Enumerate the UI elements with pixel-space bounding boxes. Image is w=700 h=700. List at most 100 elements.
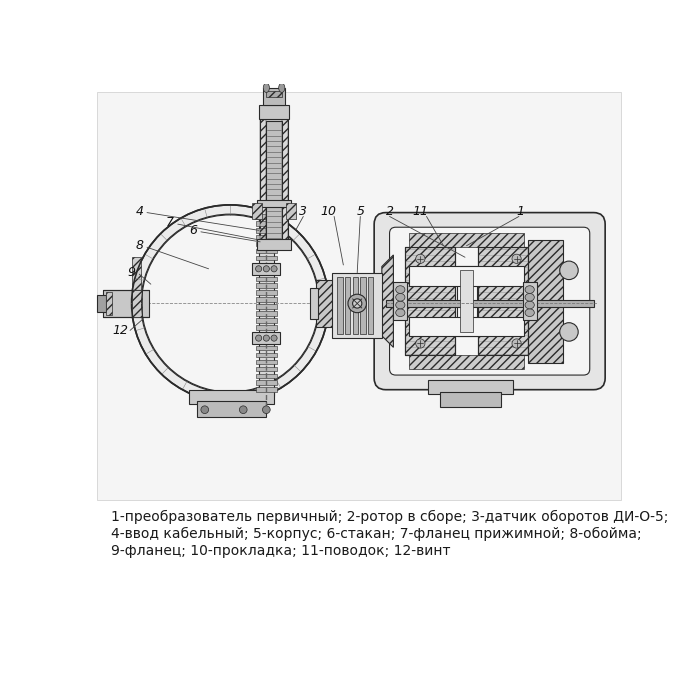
Bar — [260, 118, 266, 246]
Ellipse shape — [353, 299, 362, 308]
Bar — [256, 221, 277, 225]
Ellipse shape — [395, 309, 405, 316]
Bar — [256, 290, 277, 295]
Ellipse shape — [263, 83, 270, 92]
Bar — [257, 199, 291, 207]
Bar — [97, 295, 106, 312]
Bar — [286, 203, 295, 218]
Bar — [405, 247, 455, 355]
Bar — [106, 292, 112, 315]
Text: 11: 11 — [412, 204, 428, 218]
Bar — [256, 235, 277, 239]
Bar — [253, 203, 262, 218]
Bar — [263, 88, 285, 105]
Ellipse shape — [395, 286, 405, 293]
Bar — [409, 233, 524, 247]
Bar — [256, 262, 277, 267]
Bar — [266, 121, 281, 242]
Ellipse shape — [525, 293, 534, 301]
Bar — [256, 311, 277, 316]
Bar — [409, 355, 524, 369]
Text: 4: 4 — [135, 204, 143, 218]
Text: 1-преобразователь первичный; 2-ротор в сборе; 3-датчик оборотов ДИ-О-5;: 1-преобразователь первичный; 2-ротор в с… — [111, 510, 668, 524]
Bar — [189, 390, 274, 403]
Text: 9-фланец; 10-прокладка; 11-поводок; 12-винт: 9-фланец; 10-прокладка; 11-поводок; 12-в… — [111, 545, 450, 559]
Bar — [345, 276, 350, 335]
Ellipse shape — [271, 266, 277, 272]
Bar — [256, 374, 277, 378]
Bar — [386, 300, 594, 307]
Bar — [97, 92, 621, 500]
Bar — [257, 239, 291, 250]
Ellipse shape — [512, 254, 522, 263]
Bar — [256, 270, 277, 274]
Bar — [337, 276, 342, 335]
Polygon shape — [132, 258, 141, 304]
Bar — [256, 325, 277, 330]
Text: 2: 2 — [386, 204, 393, 218]
Polygon shape — [382, 255, 393, 347]
Bar — [457, 267, 477, 336]
Bar — [428, 379, 512, 393]
Ellipse shape — [132, 205, 329, 402]
Ellipse shape — [263, 335, 270, 341]
Bar — [258, 105, 290, 118]
Text: 4-ввод кабельный; 5-корпус; 6-стакан; 7-фланец прижимной; 8-обойма;: 4-ввод кабельный; 5-корпус; 6-стакан; 7-… — [111, 527, 641, 542]
Bar — [360, 276, 365, 335]
Bar — [256, 339, 277, 344]
Bar — [256, 284, 277, 288]
Text: 10: 10 — [320, 204, 336, 218]
Ellipse shape — [256, 335, 262, 341]
Ellipse shape — [512, 339, 522, 348]
Bar — [523, 282, 537, 321]
Bar — [260, 118, 288, 246]
Bar — [256, 228, 277, 232]
Bar — [316, 281, 333, 326]
Bar — [368, 276, 373, 335]
Bar — [440, 392, 501, 407]
Ellipse shape — [141, 214, 319, 393]
Bar — [256, 241, 277, 246]
Bar — [256, 387, 277, 392]
Bar — [258, 211, 274, 396]
Bar — [478, 247, 528, 355]
Bar — [256, 298, 277, 302]
Ellipse shape — [348, 294, 367, 313]
Bar — [256, 381, 277, 385]
Ellipse shape — [525, 301, 534, 309]
Bar — [253, 332, 280, 344]
Bar — [256, 304, 277, 309]
Bar — [281, 118, 288, 246]
Ellipse shape — [395, 293, 405, 301]
Bar — [256, 360, 277, 364]
Bar — [353, 276, 358, 335]
Text: 3: 3 — [300, 204, 307, 218]
Ellipse shape — [256, 266, 262, 272]
Ellipse shape — [201, 406, 209, 414]
Ellipse shape — [416, 254, 425, 263]
Bar — [197, 401, 266, 416]
Bar — [253, 262, 280, 275]
Bar — [528, 239, 563, 363]
Bar — [332, 272, 382, 338]
Ellipse shape — [262, 406, 270, 414]
Bar — [461, 270, 473, 332]
Ellipse shape — [560, 323, 578, 341]
Bar — [256, 346, 277, 351]
Bar — [256, 332, 277, 337]
Bar — [256, 214, 277, 218]
Bar — [310, 288, 318, 318]
Bar — [409, 316, 524, 336]
Ellipse shape — [271, 335, 277, 341]
Ellipse shape — [395, 301, 405, 309]
Bar — [266, 91, 281, 97]
Bar — [256, 353, 277, 357]
Bar — [256, 276, 277, 281]
Text: 6: 6 — [189, 224, 197, 237]
Bar — [103, 290, 149, 317]
Ellipse shape — [525, 286, 534, 293]
Bar — [393, 282, 407, 321]
Bar — [256, 256, 277, 260]
Bar — [478, 247, 528, 355]
Text: 7: 7 — [166, 216, 174, 229]
